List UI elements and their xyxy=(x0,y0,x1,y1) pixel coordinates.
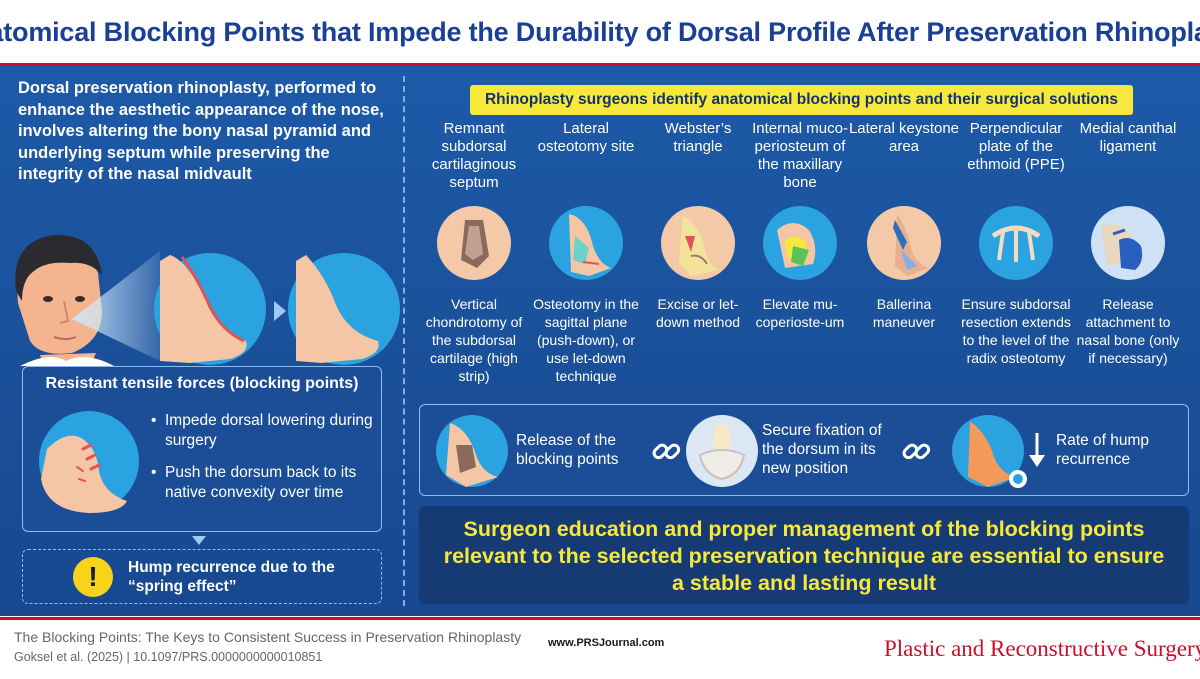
hump-recurrence-text: Hump recurrence due to the “spring effec… xyxy=(128,558,335,596)
warning-icon: ! xyxy=(73,557,113,597)
blocking-point-name: Lateral keystone area xyxy=(848,120,960,155)
blocking-point-solution: Vertical chondrotomy of the subdorsal ca… xyxy=(425,296,523,384)
forces-title: Resistant tensile forces (blocking point… xyxy=(45,375,359,392)
blocking-point-solution: Ballerina maneuver xyxy=(872,296,936,330)
section-divider xyxy=(403,76,405,606)
citation-title: The Blocking Points: The Keys to Consist… xyxy=(14,629,522,645)
journal-name: Plastic and Reconstructive Surgery xyxy=(884,636,1200,661)
dorsum-fixation-icon xyxy=(686,415,758,487)
nose-cartilage-icon xyxy=(436,415,508,487)
blocking-point-solution: Ensure subdorsal resection extends to th… xyxy=(961,296,1071,366)
hump-recurrence-box: ! Hump recurrence due to the “spring eff… xyxy=(22,549,382,604)
nose-stable-icon xyxy=(952,415,1027,488)
flow-step-line: new position xyxy=(762,460,849,477)
flow-step-line: Secure fixation of xyxy=(762,422,882,439)
canthal-ligament-icon xyxy=(1091,206,1165,280)
page-title: Anatomical Blocking Points that Impede t… xyxy=(0,16,1200,47)
footer-divider xyxy=(0,617,1200,620)
resistant-forces-box: Resistant tensile forces (blocking point… xyxy=(22,366,382,532)
blocking-point-mucoperiosteum: Internal muco-periosteum of the maxillar… xyxy=(744,120,856,331)
face-icon xyxy=(15,234,114,366)
blocking-point-keystone-area: Lateral keystone area Ballerina maneuver xyxy=(848,120,960,331)
flow-step-line: recurrence xyxy=(1056,451,1131,468)
flow-step-line: blocking points xyxy=(516,451,619,468)
hump-line-2: “spring effect” xyxy=(128,578,237,595)
link-chain-icon xyxy=(902,443,931,460)
list-item: Push the dorsum back to its native conve… xyxy=(151,463,376,503)
blocking-point-septum: Remnant subdorsal cartilaginous septum V… xyxy=(418,120,530,385)
flow-step-line: Release of the xyxy=(516,432,616,449)
journal-logo: Plastic and Reconstructive Surgery® xyxy=(884,636,1200,662)
blocking-point-solution: Release attachment to nasal bone (only i… xyxy=(1076,296,1180,366)
blocking-point-name: Remnant subdorsal cartilaginous septum xyxy=(431,120,517,191)
flow-step-recurrence: Rate of hump recurrence xyxy=(1056,431,1149,469)
maxillary-mucoperiosteum-icon xyxy=(763,206,837,280)
blocking-point-solution: Osteotomy in the sagittal plane (push-do… xyxy=(533,296,639,384)
blocking-point-name: Lateral osteotomy site xyxy=(537,120,635,155)
surgeons-banner: Rhinoplasty surgeons identify anatomical… xyxy=(470,85,1133,115)
blocking-point-name: Webster’s triangle xyxy=(664,120,732,155)
title-divider xyxy=(0,63,1200,66)
lateral-osteotomy-icon xyxy=(549,206,623,280)
arrow-down-icon xyxy=(192,536,206,545)
septum-cartilage-icon xyxy=(437,206,511,280)
title-bar: Anatomical Blocking Points that Impede t… xyxy=(0,0,1200,64)
blocking-point-solution: Excise or let-down method xyxy=(655,296,741,330)
journal-url[interactable]: www.PRSJournal.com xyxy=(548,637,665,649)
list-item: Impede dorsal lowering during surgery xyxy=(151,411,376,451)
blocking-point-solution: Elevate mu-coperioste-um xyxy=(755,296,845,330)
forces-list: Impede dorsal lowering during surgery Pu… xyxy=(151,411,376,515)
flow-step-release: Release of the blocking points xyxy=(516,431,619,469)
outcome-flow-box: Release of the blocking points Secure fi… xyxy=(419,404,1189,496)
main-panel: Dorsal preservation rhinoplasty, perform… xyxy=(0,66,1200,616)
websters-triangle-icon xyxy=(661,206,735,280)
citation-ref: Goksel et al. (2025) | 10.1097/PRS.00000… xyxy=(14,650,323,664)
blocking-point-name: Medial canthal ligament xyxy=(1079,120,1177,155)
flow-step-line: Rate of hump xyxy=(1056,432,1150,449)
nose-forces-icon xyxy=(39,411,139,513)
nose-after-icon xyxy=(288,253,400,365)
patient-face-illustration xyxy=(15,234,400,366)
conclusion-box: Surgeon education and proper management … xyxy=(419,506,1189,604)
blocking-point-lateral-osteotomy: Lateral osteotomy site Osteotomy in the … xyxy=(530,120,642,385)
nose-before-icon xyxy=(154,253,266,365)
arrow-down-icon xyxy=(1029,433,1045,467)
keystone-area-icon xyxy=(867,206,941,280)
link-chain-icon xyxy=(652,443,681,460)
blocking-point-name: Perpendicular plate of the ethmoid (PPE) xyxy=(967,120,1065,173)
footer: The Blocking Points: The Keys to Consist… xyxy=(0,621,1200,679)
blocking-point-name: Internal muco-periosteum of the maxillar… xyxy=(752,120,848,191)
blocking-point-websters-triangle: Webster’s triangle Excise or let-down me… xyxy=(642,120,754,331)
flow-step-line: the dorsum in its xyxy=(762,441,876,458)
blocking-point-canthal-ligament: Medial canthal ligament Release attachme… xyxy=(1072,120,1184,367)
hump-line-1: Hump recurrence due to the xyxy=(128,559,335,576)
ethmoid-plate-icon xyxy=(979,206,1053,280)
intro-text: Dorsal preservation rhinoplasty, perform… xyxy=(18,79,384,183)
flow-step-fixation: Secure fixation of the dorsum in its new… xyxy=(762,421,882,478)
blocking-point-ethmoid-plate: Perpendicular plate of the ethmoid (PPE)… xyxy=(960,120,1072,367)
